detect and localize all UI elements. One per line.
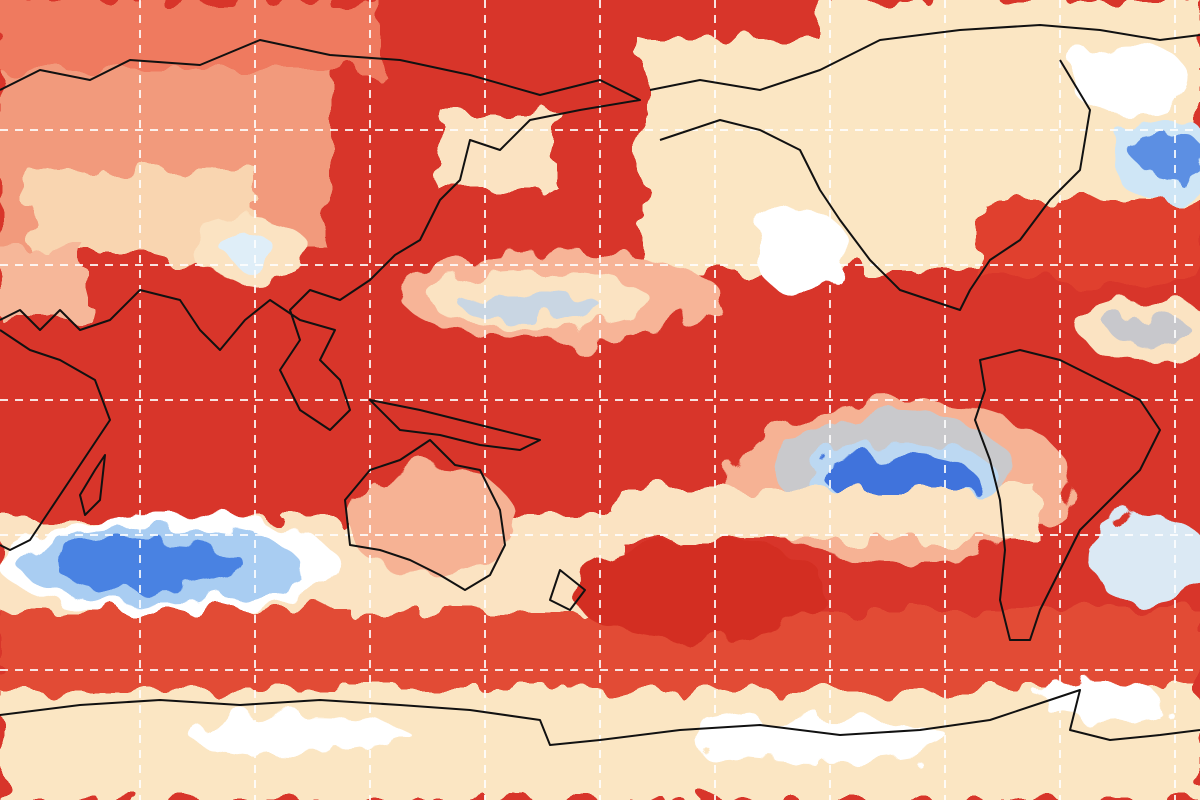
anomaly-patch (0, 250, 90, 320)
africa-coast (0, 329, 111, 551)
south-america-coast (974, 349, 1161, 641)
anomaly-patch (980, 200, 1200, 280)
anomaly-patch (1110, 315, 1190, 345)
eurasia-coast (0, 39, 641, 431)
anomaly-patch (55, 540, 245, 590)
anomaly-patch (1090, 515, 1200, 605)
anomaly-patch (0, 0, 380, 70)
anomaly-patch (225, 235, 275, 265)
anomaly-patch (1040, 680, 1160, 720)
australia-coast (344, 439, 506, 591)
anomaly-patch (1070, 45, 1190, 115)
anomaly-patch (460, 291, 600, 319)
anomaly-patch (570, 540, 830, 640)
antarctica-coast (0, 689, 1200, 746)
anomaly-patch (690, 716, 950, 764)
north-america-coast (649, 24, 1200, 311)
new-zealand-coast (549, 569, 586, 611)
indonesia-coast (369, 399, 541, 451)
anomaly-patch (345, 465, 515, 575)
madagascar-coast (79, 454, 106, 516)
anomaly-patch (190, 713, 410, 757)
coastlines (0, 24, 1200, 746)
anomaly-patch (750, 210, 850, 290)
anomaly-patch (1135, 133, 1200, 177)
